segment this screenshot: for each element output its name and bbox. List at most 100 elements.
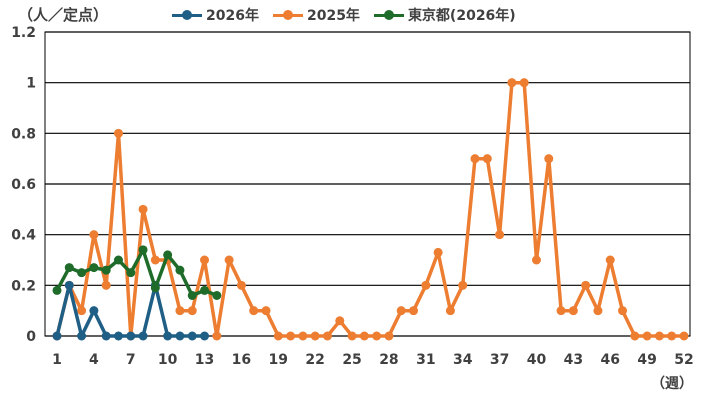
data-point-2026 — [77, 331, 87, 341]
data-point-2025 — [372, 331, 382, 341]
data-point-2025 — [138, 204, 148, 214]
x-tick-label: 46 — [600, 352, 619, 368]
data-point-2026 — [187, 331, 197, 341]
data-point-2025 — [298, 331, 308, 341]
legend-item-tokyo: 東京都(2026年) — [373, 5, 516, 25]
data-point-2025 — [593, 306, 603, 316]
data-point-tokyo — [212, 290, 222, 300]
data-point-2025 — [249, 306, 259, 316]
data-point-2025 — [224, 255, 234, 265]
y-tick-label: 1 — [26, 76, 36, 92]
data-point-2025 — [667, 331, 677, 341]
data-point-2025 — [581, 280, 591, 290]
data-point-tokyo — [187, 290, 197, 300]
x-tick-label: 52 — [674, 352, 693, 368]
data-point-2025 — [409, 306, 419, 316]
legend-item-2026: 2026年 — [172, 5, 259, 25]
data-point-2026 — [89, 306, 99, 316]
x-tick-label: 25 — [342, 352, 361, 368]
x-tick-label: 22 — [305, 352, 324, 368]
data-point-tokyo — [126, 268, 136, 278]
data-point-tokyo — [77, 268, 87, 278]
data-point-2025 — [261, 306, 271, 316]
data-point-2025 — [445, 306, 455, 316]
x-tick-label: 31 — [416, 352, 435, 368]
data-point-2025 — [544, 154, 554, 164]
x-tick-label: 4 — [89, 352, 99, 368]
data-point-tokyo — [163, 250, 173, 260]
data-point-2025 — [335, 316, 345, 326]
data-point-2025 — [322, 331, 332, 341]
x-tick-label: 13 — [195, 352, 214, 368]
data-point-2026 — [175, 331, 185, 341]
data-point-2025 — [273, 331, 283, 341]
data-point-tokyo — [89, 263, 99, 273]
data-point-2025 — [113, 128, 123, 138]
data-point-2026 — [52, 331, 62, 341]
data-point-2025 — [519, 78, 529, 88]
series-line-2025 — [55, 80, 684, 338]
data-point-2025 — [679, 331, 689, 341]
x-axis-unit-label: （週） — [651, 376, 693, 392]
x-tick-label: 28 — [379, 352, 398, 368]
data-point-tokyo — [175, 265, 185, 275]
data-point-2025 — [396, 306, 406, 316]
data-point-2025 — [347, 331, 357, 341]
data-point-2025 — [630, 331, 640, 341]
data-point-2025 — [175, 306, 185, 316]
legend-marker-2026 — [172, 9, 202, 21]
data-point-2025 — [458, 280, 468, 290]
data-point-tokyo — [138, 245, 148, 255]
data-point-2026 — [126, 331, 136, 341]
legend-marker-2025 — [272, 9, 303, 21]
y-tick-label: 0.2 — [11, 278, 36, 294]
data-point-2025 — [236, 280, 246, 290]
data-point-2025 — [286, 331, 296, 341]
data-point-2025 — [433, 247, 443, 257]
data-point-2025 — [556, 306, 566, 316]
y-axis-unit-label: （人／定点） — [18, 6, 109, 24]
legend-dot — [182, 10, 192, 20]
data-point-2026 — [163, 331, 173, 341]
x-tick-label: 7 — [126, 352, 136, 368]
data-point-2025 — [101, 280, 111, 290]
x-tick-label: 1 — [52, 352, 62, 368]
data-point-2025 — [421, 280, 431, 290]
data-point-2025 — [89, 230, 99, 240]
data-point-2025 — [77, 306, 87, 316]
data-point-tokyo — [101, 265, 111, 275]
x-tick-label: 34 — [453, 352, 473, 368]
data-point-2026 — [200, 331, 210, 341]
x-tick-label: 43 — [564, 352, 583, 368]
data-point-2025 — [310, 331, 320, 341]
y-tick-label: 0.8 — [11, 126, 36, 142]
data-point-2025 — [568, 306, 578, 316]
x-tick-label: 19 — [269, 352, 288, 368]
data-point-tokyo — [150, 283, 160, 293]
legend-dot — [282, 10, 293, 20]
x-tick-label: 16 — [232, 352, 251, 368]
legend-label-2026: 2026年 — [206, 8, 259, 24]
legend-marker-tokyo — [373, 9, 404, 21]
y-tick-label: 0.6 — [11, 177, 36, 193]
legend-dot — [383, 10, 394, 20]
x-tick-label: 40 — [527, 352, 547, 368]
data-point-tokyo — [113, 255, 123, 265]
data-point-2025 — [618, 306, 628, 316]
data-point-2026 — [64, 280, 74, 290]
data-point-2025 — [531, 255, 541, 265]
data-point-tokyo — [64, 263, 74, 273]
y-tick-label: 0.4 — [11, 228, 36, 244]
data-point-2025 — [482, 154, 492, 164]
data-point-2025 — [212, 331, 222, 341]
data-point-2025 — [187, 306, 197, 316]
data-point-2025 — [359, 331, 369, 341]
data-point-2025 — [495, 230, 505, 240]
data-point-2026 — [101, 331, 111, 341]
data-point-2025 — [150, 255, 160, 265]
x-tick-label: 37 — [490, 352, 509, 368]
y-tick-label: 0 — [26, 329, 36, 345]
data-point-2025 — [200, 255, 210, 265]
x-tick-label: 49 — [637, 352, 656, 368]
data-point-2025 — [605, 255, 615, 265]
